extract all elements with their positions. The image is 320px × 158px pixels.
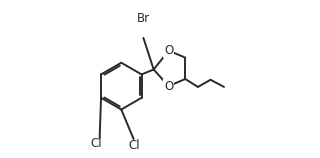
Text: Cl: Cl <box>129 139 140 152</box>
Text: Br: Br <box>137 12 150 25</box>
Text: O: O <box>164 80 173 93</box>
Text: O: O <box>164 44 173 57</box>
Text: Cl: Cl <box>90 137 101 150</box>
